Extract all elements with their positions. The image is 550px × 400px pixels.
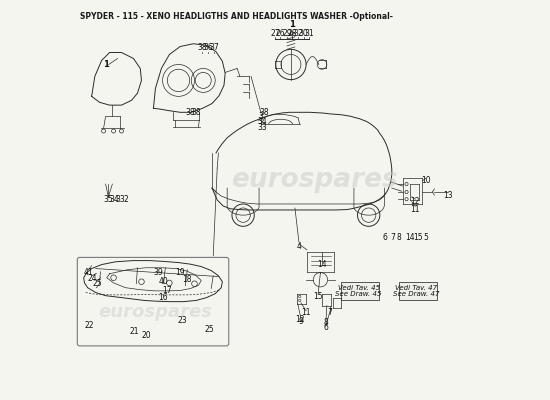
Text: 8: 8: [323, 318, 328, 327]
Text: 22: 22: [84, 321, 94, 330]
Text: 24: 24: [87, 274, 97, 283]
Text: 36: 36: [204, 43, 213, 52]
Text: 1: 1: [103, 60, 109, 69]
Text: 31: 31: [305, 29, 314, 38]
Text: 14: 14: [317, 260, 327, 270]
Text: 41: 41: [84, 268, 94, 277]
Text: 6: 6: [383, 233, 388, 242]
Text: 35: 35: [103, 195, 113, 204]
Text: Vedi Tav. 45: Vedi Tav. 45: [338, 285, 379, 291]
Text: 3: 3: [258, 112, 263, 121]
Text: eurospares: eurospares: [232, 167, 398, 193]
Text: 7: 7: [390, 233, 395, 242]
Text: 25: 25: [93, 279, 102, 288]
Text: 21: 21: [130, 327, 140, 336]
Text: 17: 17: [163, 286, 172, 295]
Text: 33: 33: [115, 195, 125, 204]
Text: 18: 18: [182, 275, 191, 284]
FancyBboxPatch shape: [399, 282, 437, 300]
Text: 4: 4: [296, 242, 301, 251]
Text: 34: 34: [109, 195, 119, 204]
Text: 11: 11: [410, 205, 420, 214]
Text: 38: 38: [259, 108, 268, 117]
Text: 28: 28: [288, 29, 297, 38]
Text: 13: 13: [443, 191, 453, 200]
Text: 34: 34: [257, 116, 267, 126]
Text: 7: 7: [328, 308, 332, 317]
Text: 11: 11: [301, 308, 311, 317]
Text: See Draw. 45: See Draw. 45: [336, 291, 382, 297]
Text: 2: 2: [124, 195, 129, 204]
Text: 14: 14: [405, 233, 415, 242]
Text: 38: 38: [186, 108, 195, 117]
Text: 26: 26: [276, 29, 285, 38]
Text: 25: 25: [205, 325, 214, 334]
Text: SPYDER - 115 - XENO HEADLIGTHS AND HEADLIGHTS WASHER -Optional-: SPYDER - 115 - XENO HEADLIGTHS AND HEADL…: [80, 12, 393, 21]
Text: 38: 38: [191, 108, 201, 117]
Text: 10: 10: [421, 176, 431, 185]
Text: 33: 33: [257, 122, 267, 132]
Text: 38: 38: [197, 43, 207, 52]
Text: 15: 15: [413, 233, 422, 242]
Text: 1: 1: [289, 20, 295, 29]
Text: 12: 12: [295, 315, 305, 324]
FancyBboxPatch shape: [341, 282, 380, 300]
Text: Vedi Tav. 47: Vedi Tav. 47: [395, 285, 438, 291]
Text: 15: 15: [314, 292, 323, 301]
Text: 30: 30: [299, 29, 309, 38]
Text: 29: 29: [282, 29, 292, 38]
Text: 8: 8: [396, 233, 401, 242]
Text: eurospares: eurospares: [98, 303, 212, 321]
Text: 32: 32: [293, 29, 303, 38]
Text: 23: 23: [178, 316, 188, 325]
Text: 16: 16: [158, 293, 167, 302]
Text: 9: 9: [299, 318, 304, 326]
Text: 39: 39: [154, 268, 163, 277]
Text: 40: 40: [158, 277, 168, 286]
Text: 6: 6: [323, 323, 328, 332]
Text: 5: 5: [424, 233, 428, 242]
Text: 27: 27: [270, 29, 280, 38]
Text: 37: 37: [209, 43, 219, 52]
Text: 19: 19: [175, 268, 185, 277]
Text: 12: 12: [410, 198, 420, 206]
Text: See Draw. 47: See Draw. 47: [393, 291, 440, 297]
Text: 20: 20: [141, 331, 151, 340]
